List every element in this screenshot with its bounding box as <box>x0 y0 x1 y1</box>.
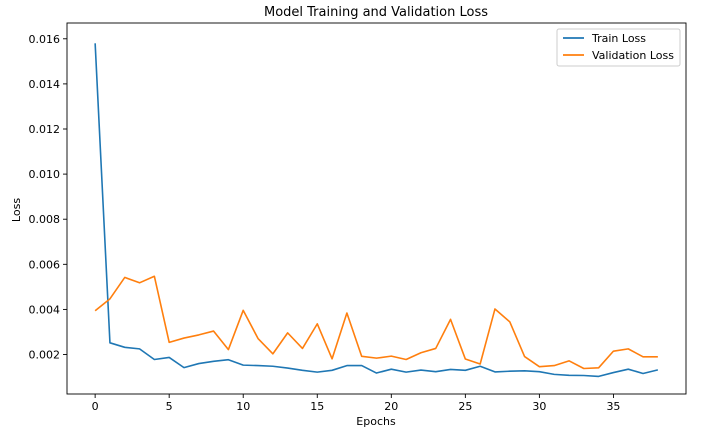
y-tick-label: 0.010 <box>29 168 61 181</box>
series-line-0 <box>94 43 659 378</box>
legend-box <box>556 28 681 67</box>
x-tick-label: 0 <box>92 400 99 413</box>
axis-ticks: 0 5 10 15 20 25 30 35 0.002 0.004 0.006 0.008 0.010 0… <box>29 33 621 413</box>
x-tick-label: 20 <box>384 400 398 413</box>
plot-area <box>66 22 687 395</box>
y-tick-label: 0.016 <box>29 33 61 46</box>
x-axis-title: Epochs <box>356 415 396 428</box>
y-axis-title: Loss <box>10 198 23 222</box>
series-line-1 <box>94 275 658 370</box>
legend-label-1: Validation Loss <box>592 49 674 62</box>
x-tick-label: 35 <box>606 400 620 413</box>
chart-title: Model Training and Validation Loss <box>264 5 488 20</box>
y-tick-label: 0.012 <box>29 123 61 136</box>
x-tick-label: 15 <box>310 400 324 413</box>
x-tick-label: 25 <box>458 400 472 413</box>
axes-frame <box>66 22 687 395</box>
legend-label-0: Train Loss <box>591 32 646 45</box>
y-tick-label: 0.004 <box>29 303 61 316</box>
legend: Train Loss Validation Loss <box>556 28 681 67</box>
x-tick-label: 10 <box>236 400 250 413</box>
y-tick-label: 0.008 <box>29 213 61 226</box>
x-tick-label: 5 <box>166 400 173 413</box>
y-tick-label: 0.002 <box>29 349 61 362</box>
y-tick-label: 0.006 <box>29 258 61 271</box>
x-tick-label: 30 <box>532 400 546 413</box>
y-tick-label: 0.014 <box>29 78 61 91</box>
